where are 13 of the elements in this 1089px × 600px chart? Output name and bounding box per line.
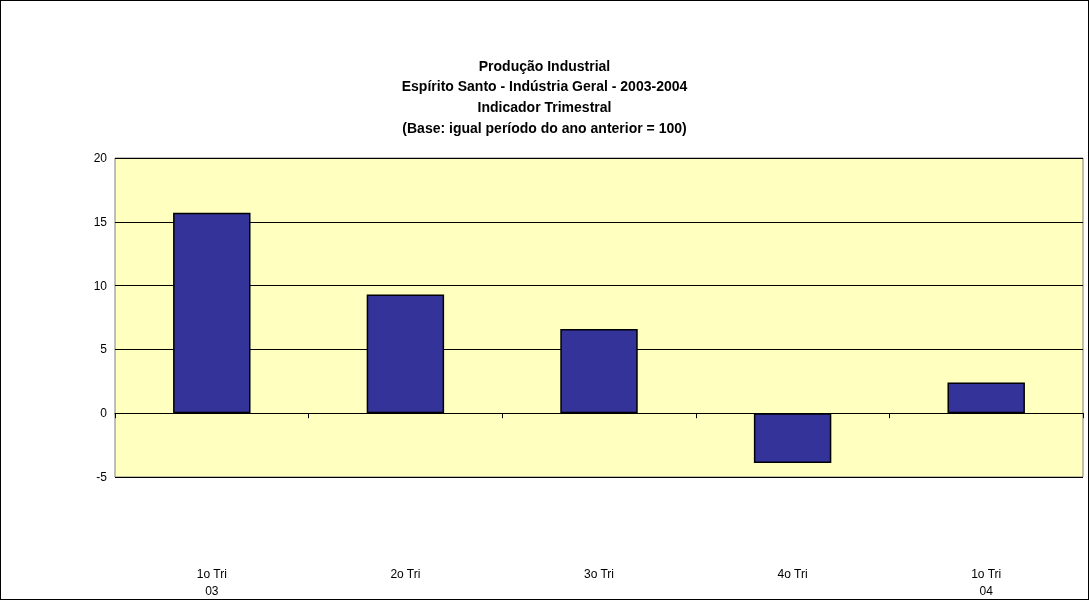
y-tick-label: -5 — [96, 470, 108, 484]
y-tick-label: 15 — [93, 214, 108, 229]
chart-title: Produção Industrial — [478, 58, 611, 74]
y-tick-label: 5 — [100, 342, 108, 357]
y-tick-label: 10 — [93, 278, 108, 293]
x-tick-label: 3o Tri — [583, 566, 615, 581]
x-tick-label: 1o Tri 03 — [196, 566, 227, 598]
y-tick-label: 20 — [93, 151, 108, 165]
x-tick-label: 4o Tri — [777, 566, 808, 581]
y-tick-label: 0 — [100, 406, 108, 421]
x-tick-label: 2o Tri — [390, 566, 421, 581]
x-tick-label: 1o Tri 04 — [971, 566, 1002, 598]
chart-subtitle: Espírito Santo - Indústria Geral - 2003-2004 Indicador Trimestral (Base: igual período do ano anterior = 100) — [401, 77, 688, 136]
